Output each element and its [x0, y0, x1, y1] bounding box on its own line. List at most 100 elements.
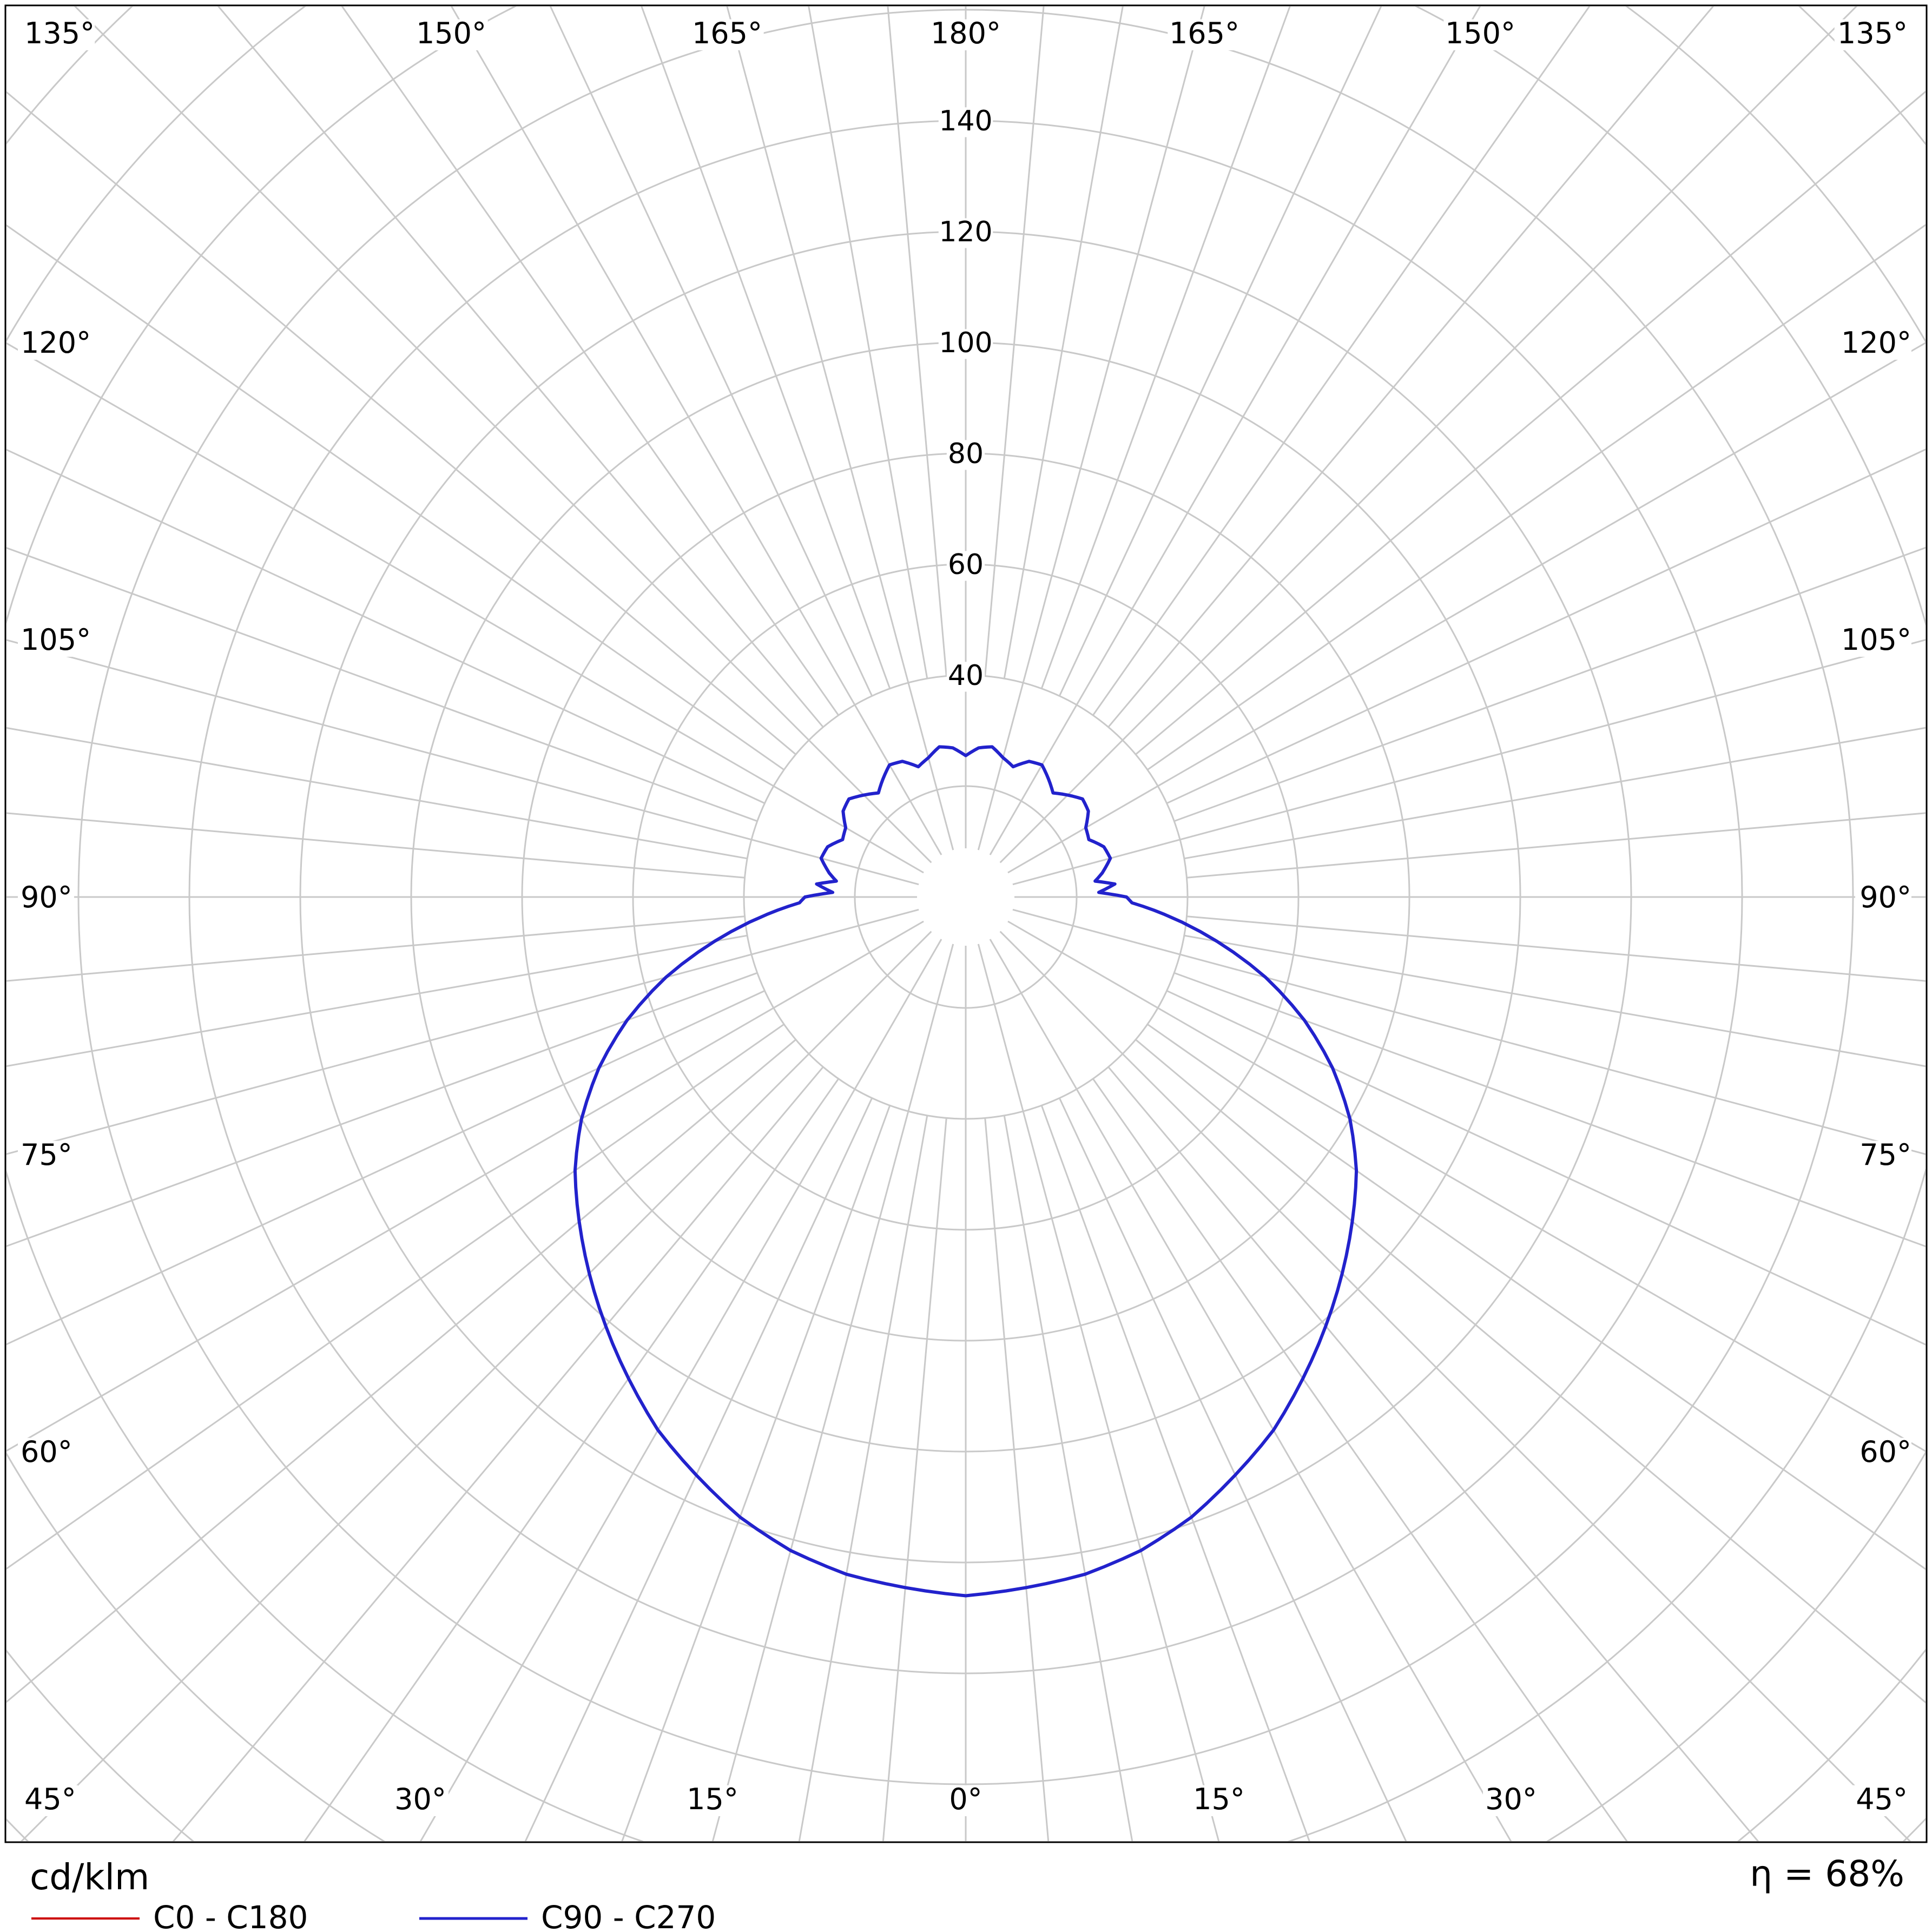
- grid-spoke-minor: [882, 1118, 947, 1841]
- label-bg: [18, 625, 91, 657]
- angle-label-bottom: 30°: [394, 1782, 446, 1816]
- angle-label-bottom: 45°: [24, 1782, 76, 1816]
- grid-spoke-minor: [6, 727, 748, 860]
- grid-spoke-major: [6, 639, 919, 886]
- label-bg: [929, 19, 1003, 50]
- angle-label-right: 105°: [1841, 623, 1911, 657]
- grid-spoke-minor: [6, 990, 766, 1346]
- grid-spoke-minor: [798, 1115, 928, 1841]
- grid-spoke-minor: [304, 1078, 840, 1841]
- label-bg: [1191, 1785, 1247, 1816]
- unit-label: cd/klm: [30, 1856, 149, 1898]
- grid-spoke-minor: [1107, 1066, 1759, 1841]
- grid-spoke-minor: [1003, 1115, 1133, 1841]
- axis-labels: 135° 150° 165° 180° 165° 150° 135° 45° 30° 15° 0° 1…: [18, 16, 1911, 1816]
- angle-label-bottom: 30°: [1485, 1782, 1537, 1816]
- grid-spoke-minor: [6, 934, 748, 1067]
- grid-spoke-minor: [6, 812, 745, 879]
- grid-spoke-minor: [1092, 6, 1591, 716]
- grid-spoke-minor: [1107, 6, 1715, 728]
- grid-spoke-minor: [1040, 1105, 1310, 1841]
- grid-spoke-major: [6, 908, 919, 1155]
- grid-spoke-minor: [1186, 812, 1926, 879]
- angle-label-top: 165°: [1169, 16, 1239, 50]
- label-bg: [1851, 1785, 1908, 1816]
- grid-spoke-major: [6, 920, 924, 1452]
- legend-label-c0-c180: C0 - C180: [153, 1899, 308, 1932]
- radial-tick-label: 120: [939, 216, 992, 248]
- grid-spoke-minor: [6, 449, 766, 805]
- grid-spoke-minor: [6, 1039, 796, 1703]
- grid-spoke-minor: [887, 6, 947, 676]
- label-bg: [1443, 19, 1517, 50]
- label-bg: [1838, 625, 1911, 657]
- angle-label-right: 120°: [1841, 326, 1911, 360]
- angle-label-left: 90°: [21, 880, 72, 914]
- grid-spoke-major: [1012, 639, 1926, 886]
- angle-label-right: 75°: [1860, 1138, 1911, 1172]
- grid-spoke-minor: [1186, 915, 1926, 982]
- grid-spoke-minor: [641, 6, 891, 689]
- grid-spoke-minor: [1184, 934, 1926, 1067]
- label-bg: [1838, 328, 1911, 360]
- grid-spoke-major: [977, 6, 1205, 850]
- label-bg: [18, 1140, 74, 1172]
- grid-spoke-major: [999, 931, 1911, 1841]
- angle-label-left: 105°: [21, 623, 91, 657]
- grid-spoke-minor: [1040, 6, 1291, 689]
- grid-spoke-minor: [1135, 90, 1926, 755]
- radial-tick-label: 40: [948, 660, 984, 692]
- grid-spoke-minor: [172, 1066, 824, 1841]
- angle-label-right: 90°: [1860, 880, 1911, 914]
- grid-spoke-minor: [1146, 224, 1926, 771]
- grid-spoke-minor: [524, 1097, 873, 1841]
- label-bg: [18, 328, 91, 360]
- label-bg: [392, 1785, 449, 1816]
- grid-spoke-minor: [984, 1118, 1050, 1841]
- grid-spoke-major: [419, 939, 942, 1841]
- grid-spoke-minor: [6, 91, 796, 755]
- angle-label-top: 165°: [692, 16, 762, 50]
- grid-spoke-minor: [1173, 546, 1926, 822]
- grid-spoke-minor: [217, 6, 824, 728]
- grid-spoke-minor: [6, 1023, 785, 1570]
- grid-spoke-minor: [549, 6, 873, 697]
- label-bg: [1855, 1438, 1911, 1469]
- grid-spoke-minor: [1135, 1039, 1926, 1704]
- label-bg: [684, 1785, 741, 1816]
- label-bg: [1855, 1140, 1911, 1172]
- grid-spoke-major: [74, 6, 932, 863]
- angle-label-bottom: 15°: [687, 1782, 738, 1816]
- grid-spoke-minor: [1166, 449, 1926, 805]
- grid-spoke-minor: [6, 224, 785, 771]
- grid-spoke-major: [450, 6, 942, 855]
- label-bg: [938, 218, 993, 248]
- label-bg: [938, 107, 993, 137]
- efficiency-label: η = 68%: [1750, 1853, 1904, 1895]
- grid-spoke-major: [999, 6, 1858, 863]
- grid-spoke-major: [1007, 342, 1926, 874]
- grid-spoke-major: [726, 6, 954, 850]
- grid-spoke-minor: [1058, 6, 1382, 697]
- grid-spoke-major: [1012, 908, 1926, 1155]
- label-bg: [1855, 883, 1911, 914]
- radial-tick-label: 100: [939, 327, 992, 359]
- legend-label-c90-c270: C90 - C270: [541, 1899, 716, 1932]
- angle-label-bottom: 15°: [1193, 1782, 1245, 1816]
- grid-spoke-minor: [6, 915, 745, 982]
- grid-spoke-major: [977, 944, 1220, 1841]
- angle-label-bottom: 0°: [949, 1782, 982, 1816]
- label-bg: [946, 662, 985, 692]
- angle-label-top: 135°: [1837, 16, 1908, 50]
- angle-label-left: 120°: [21, 326, 91, 360]
- grid-spoke-minor: [621, 1105, 891, 1841]
- grid-spoke-major: [989, 939, 1512, 1841]
- label-bg: [1834, 19, 1908, 50]
- grid-spoke-minor: [984, 6, 1045, 676]
- label-bg: [18, 1438, 74, 1469]
- radial-tick-label: 80: [948, 438, 984, 470]
- grid-spoke-minor: [808, 6, 928, 679]
- grid-spoke-minor: [6, 972, 758, 1247]
